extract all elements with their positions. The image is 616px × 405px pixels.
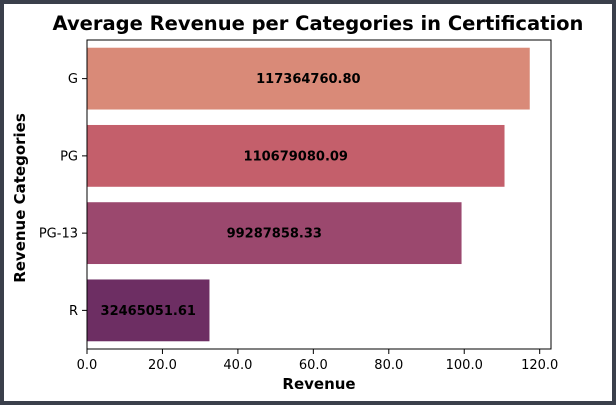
bar-g (87, 47, 530, 110)
y-axis-label: Revenue Categories (11, 113, 29, 283)
chart-panel: Average Revenue per Categories in Certif… (4, 4, 612, 401)
x-axis-label: Revenue (282, 375, 355, 393)
data-label-pg: 110679080.09 (244, 149, 348, 164)
y-tick-label: PG (60, 149, 78, 164)
chart-title: Average Revenue per Categories in Certif… (53, 12, 584, 35)
x-tick-label: 0.0 (77, 358, 98, 373)
data-label-r: 32465051.61 (101, 304, 196, 319)
x-tick-label: 60.0 (299, 358, 328, 373)
plot-frame (86, 39, 552, 350)
data-label-pg-13: 99287858.33 (227, 227, 322, 242)
y-tick-label: PG-13 (39, 227, 78, 242)
bar-r (87, 279, 210, 342)
x-tick-label: 80.0 (374, 358, 403, 373)
y-tick-label: G (68, 72, 78, 87)
bar-pg-13 (87, 202, 462, 265)
plot-area: 117364760.80 G 110679080.09 PG 99287858.33 PG… (39, 39, 558, 373)
x-tick-label: 100.0 (446, 358, 483, 373)
y-tick-label: R (69, 304, 78, 319)
x-tick-label: 120.0 (521, 358, 558, 373)
x-tick-label: 20.0 (148, 358, 177, 373)
bar-pg (87, 124, 505, 187)
x-tick-label: 40.0 (223, 358, 252, 373)
bar-chart: Average Revenue per Categories in Certif… (11, 12, 584, 393)
data-label-g: 117364760.80 (256, 72, 360, 87)
